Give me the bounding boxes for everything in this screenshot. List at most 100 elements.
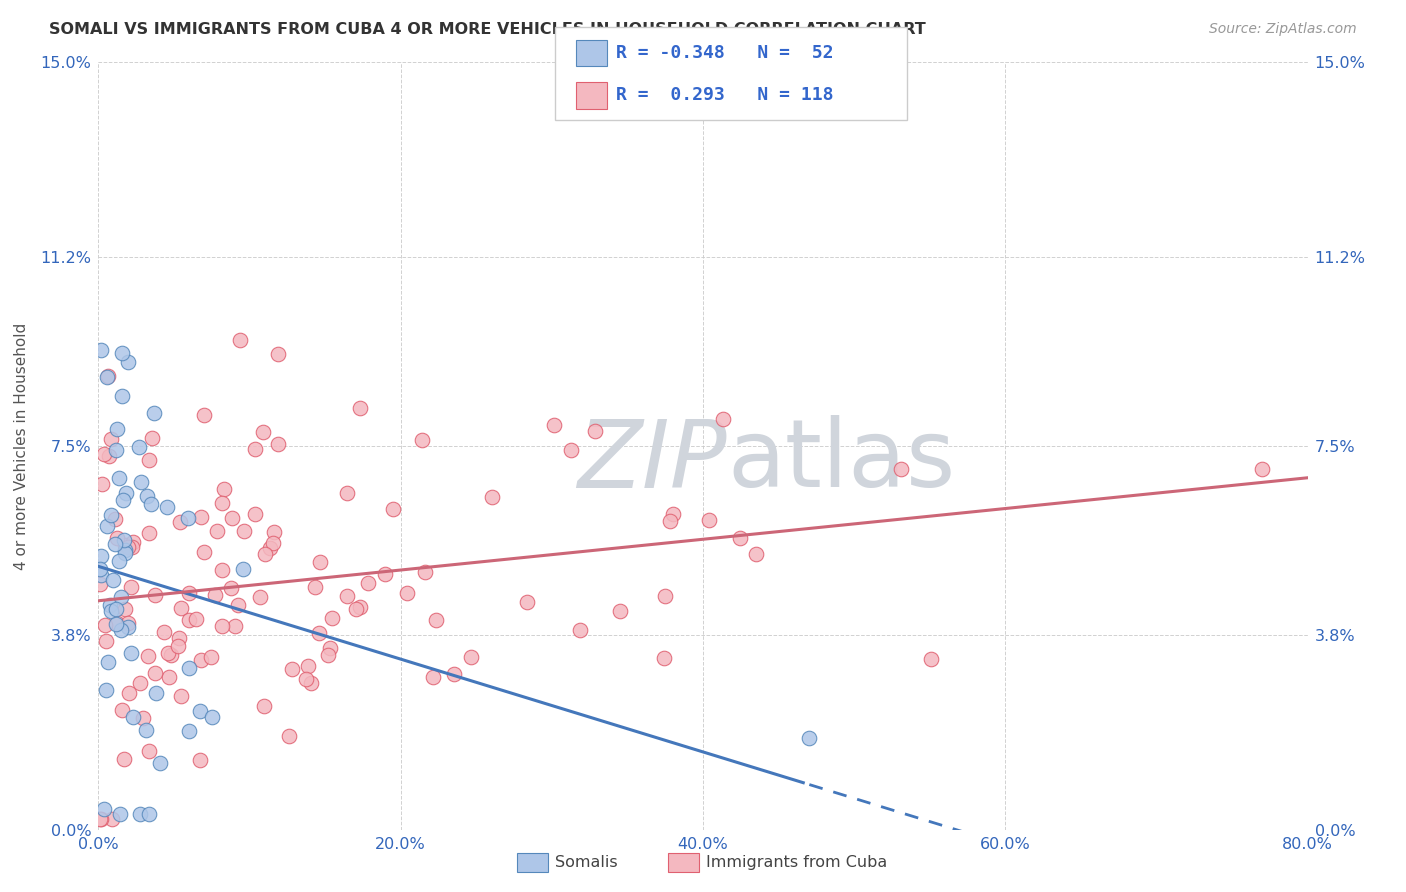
Point — [890, 462, 912, 476]
Point — [319, 641, 342, 656]
Point — [104, 537, 127, 551]
Point — [697, 513, 720, 527]
Point — [516, 595, 538, 609]
Point — [179, 586, 201, 600]
Point — [143, 589, 166, 603]
Point — [190, 653, 212, 667]
Point — [201, 709, 224, 723]
Point — [90, 549, 112, 563]
Point — [122, 709, 145, 723]
Point — [111, 703, 134, 717]
Point — [98, 449, 121, 463]
Text: Source: ZipAtlas.com: Source: ZipAtlas.com — [1209, 22, 1357, 37]
Point — [111, 389, 134, 403]
Point — [107, 471, 129, 485]
Point — [104, 602, 127, 616]
Point — [266, 437, 288, 451]
Point — [560, 442, 582, 457]
Point — [344, 602, 367, 616]
Point — [169, 515, 191, 529]
Text: ZIP: ZIP — [578, 416, 727, 507]
Point — [349, 599, 371, 614]
Point — [395, 586, 418, 600]
Point — [357, 575, 380, 590]
Point — [112, 533, 135, 548]
Point — [662, 507, 685, 521]
Point — [413, 565, 436, 579]
Point — [138, 453, 160, 467]
Point — [129, 807, 152, 822]
Point — [422, 670, 444, 684]
Point — [308, 555, 330, 569]
Point — [229, 333, 252, 347]
Point — [249, 590, 271, 604]
Point — [136, 490, 159, 504]
Point — [304, 580, 326, 594]
Point — [156, 646, 179, 660]
Point — [308, 626, 330, 640]
Point — [211, 495, 233, 509]
Point — [115, 486, 138, 500]
Point — [112, 752, 135, 766]
Point — [122, 535, 145, 549]
Point — [105, 422, 128, 436]
Point — [654, 651, 676, 665]
Point — [659, 514, 682, 528]
Point — [117, 616, 139, 631]
Point — [411, 433, 433, 447]
Point — [89, 577, 111, 591]
Point — [259, 541, 281, 555]
Point — [104, 617, 127, 632]
Point — [132, 711, 155, 725]
Point — [93, 447, 115, 461]
Point — [135, 723, 157, 737]
Point — [110, 623, 132, 637]
Point — [179, 661, 201, 675]
Point — [186, 612, 208, 626]
Point — [110, 807, 132, 822]
Point — [128, 440, 150, 454]
Point — [94, 682, 117, 697]
Point — [179, 613, 201, 627]
Point — [226, 598, 249, 612]
Point — [382, 502, 405, 516]
Point — [336, 590, 359, 604]
Point — [121, 540, 143, 554]
Point — [105, 531, 128, 545]
Point — [96, 518, 118, 533]
Point — [145, 686, 167, 700]
Point — [177, 511, 200, 525]
Point — [89, 813, 111, 827]
Point — [100, 813, 122, 827]
Point — [157, 670, 180, 684]
Point — [93, 802, 115, 816]
Point — [252, 425, 274, 439]
Text: R =  0.293   N = 118: R = 0.293 N = 118 — [616, 87, 834, 104]
Text: Immigrants from Cuba: Immigrants from Cuba — [706, 855, 887, 870]
Text: SOMALI VS IMMIGRANTS FROM CUBA 4 OR MORE VEHICLES IN HOUSEHOLD CORRELATION CHART: SOMALI VS IMMIGRANTS FROM CUBA 4 OR MORE… — [49, 22, 927, 37]
Point — [1251, 462, 1274, 476]
Point — [583, 424, 606, 438]
Point — [138, 525, 160, 540]
Point — [139, 497, 162, 511]
Text: R = -0.348   N =  52: R = -0.348 N = 52 — [616, 44, 834, 62]
Point — [167, 631, 190, 645]
Point — [224, 618, 246, 632]
Point — [156, 500, 179, 514]
Point — [105, 442, 128, 457]
Point — [211, 563, 233, 577]
Point — [543, 417, 565, 432]
Point — [294, 672, 316, 686]
Point — [211, 618, 233, 632]
Point — [212, 483, 235, 497]
Point — [278, 729, 301, 743]
Point — [89, 562, 111, 576]
Point — [797, 731, 820, 745]
Point — [138, 744, 160, 758]
Point — [111, 493, 134, 508]
Point — [94, 634, 117, 648]
Point — [252, 698, 274, 713]
Point — [136, 648, 159, 663]
Point — [90, 477, 112, 491]
Point — [254, 547, 277, 561]
